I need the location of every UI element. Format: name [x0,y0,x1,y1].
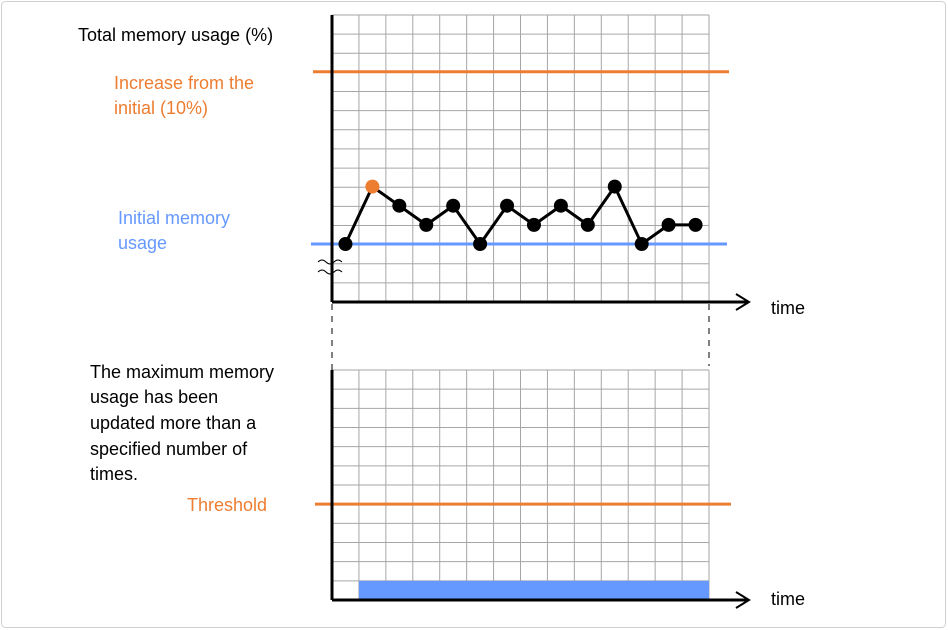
data-point [419,217,434,232]
description-line-4: specified number of [90,439,248,459]
top-chart-grid [332,14,710,302]
data-point [688,217,703,232]
top-chart-ylabel: Total memory usage (%) [78,25,273,45]
data-point [580,217,595,232]
data-point [473,237,488,251]
top-chart-xlabel: time [771,298,805,318]
update-count-bar [358,580,709,600]
bottom-chart-grid [332,369,710,600]
x-axis-arrow-icon [735,293,751,311]
upper-line-label-1: Increase from the [114,73,254,93]
upper-line-label-2: initial (10%) [114,98,208,118]
data-point [607,179,622,194]
x-axis-arrow-icon [735,591,751,609]
bottom-chart-xlabel: time [771,589,805,609]
baseline-label-2: usage [118,233,167,253]
description-line-3: updated more than a [90,413,257,433]
data-point [500,198,515,213]
data-point [661,217,676,232]
axis-break-icon [317,259,343,275]
data-point [392,198,407,213]
data-point [446,198,461,213]
data-point [338,237,353,251]
baseline-label-1: Initial memory [118,208,230,228]
data-point [526,217,541,232]
description-line-1: The maximum memory [90,362,274,382]
threshold-label: Threshold [187,495,267,515]
data-point [634,237,649,251]
data-point [553,198,568,213]
description-line-2: usage has been [90,387,218,407]
description-line-5: times. [90,464,138,484]
max-update-point [365,179,380,194]
